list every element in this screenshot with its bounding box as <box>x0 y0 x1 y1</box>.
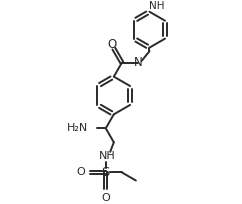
Text: NH: NH <box>99 151 116 161</box>
Text: O: O <box>107 38 117 51</box>
Text: S: S <box>102 166 110 179</box>
Text: O: O <box>76 167 85 177</box>
Text: O: O <box>101 193 110 203</box>
Text: H₂N: H₂N <box>67 123 88 133</box>
Text: N: N <box>134 56 143 69</box>
Text: NH: NH <box>149 1 164 11</box>
